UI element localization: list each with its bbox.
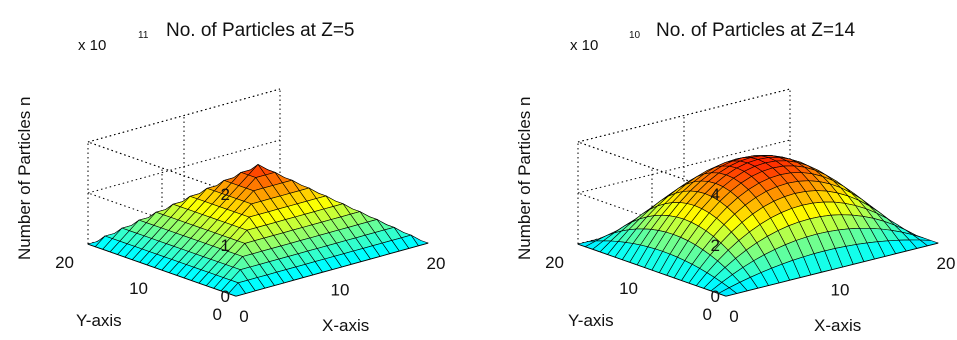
grid-line [87, 192, 237, 246]
exponent-prefix: x 10 [78, 37, 106, 54]
z-tick-label: 1 [221, 236, 230, 255]
y-tick-label: 0 [703, 305, 712, 324]
y-axis-label: Y-axis [76, 311, 122, 330]
grid-line [577, 141, 727, 195]
y-axis-label: Y-axis [568, 311, 614, 330]
surface-patch [717, 287, 738, 297]
surface-plot [576, 155, 940, 297]
z-tick-label: 0 [221, 287, 230, 306]
grid-line [577, 192, 727, 246]
x-tick-label: 20 [937, 254, 956, 273]
chart-title: No. of Particles at Z=5 [166, 20, 355, 41]
grid-line [87, 88, 281, 143]
exponent-value: 11 [138, 30, 149, 41]
grid-line [577, 139, 791, 194]
z-tick-label: 2 [221, 185, 230, 204]
z-axis-label: Number of Particles n [515, 97, 534, 260]
chart-title: No. of Particles at Z=14 [656, 20, 855, 41]
x-axis-label: X-axis [814, 316, 861, 335]
y-tick-label: 10 [619, 279, 638, 298]
x-tick-label: 10 [831, 281, 850, 300]
x-tick-label: 0 [239, 307, 248, 326]
z-tick-label: 4 [711, 185, 720, 204]
exponent-prefix: x 10 [570, 37, 598, 54]
surface-patch [228, 282, 247, 297]
y-tick-label: 10 [129, 279, 148, 298]
grid-line [577, 88, 791, 143]
exponent-value: 10 [629, 30, 641, 41]
y-tick-label: 0 [213, 305, 222, 324]
y-tick-label: 20 [545, 253, 564, 272]
y-tick-label: 20 [55, 253, 74, 272]
x-axis-label: X-axis [322, 316, 369, 335]
x-tick-label: 10 [331, 281, 350, 300]
z-axis-label: Number of Particles n [15, 97, 34, 260]
z-tick-label: 2 [711, 236, 720, 255]
z-tick-label: 0 [711, 287, 720, 306]
x-tick-label: 0 [729, 307, 738, 326]
chart-panel-z5: x 10 11 No. of Particles at Z=5 Number o… [15, 20, 445, 335]
grid-line [87, 141, 237, 195]
x-tick-label: 20 [427, 254, 446, 273]
chart-panel-z14: x 10 10 No. of Particles at Z=14 Number … [515, 20, 955, 335]
surface-plot [86, 163, 429, 297]
tick-labels: 0 2 4 0 10 20 0 10 20 [545, 185, 955, 326]
grid-line [87, 139, 281, 194]
